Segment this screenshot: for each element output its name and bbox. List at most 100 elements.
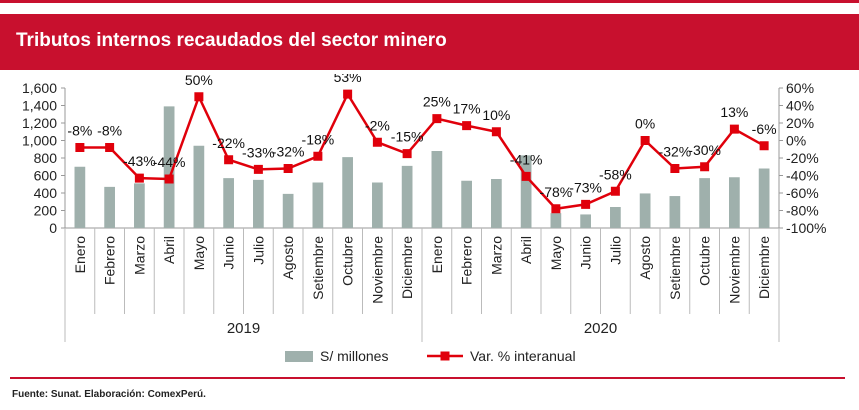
bar-mark [312, 182, 324, 228]
bar-mark [342, 157, 353, 228]
line-point [640, 136, 650, 145]
category-label: Abril [518, 236, 534, 264]
category-label: Febrero [459, 236, 475, 285]
right-axis-tick-label: -60% [786, 185, 819, 201]
data-label: -58% [599, 166, 632, 182]
line-point [581, 199, 591, 209]
bar-mark [729, 177, 740, 228]
bar-mark [520, 155, 532, 228]
bar-mark [550, 213, 562, 228]
right-axis-tick-label: 0% [786, 133, 806, 149]
category-label: Agosto [280, 236, 296, 280]
category-label: Mayo [548, 236, 564, 270]
data-label: -22% [212, 135, 245, 151]
data-label: -43% [123, 153, 156, 169]
top-rule [0, 0, 859, 3]
line-point [372, 137, 382, 147]
category-label: Setiembre [310, 236, 326, 300]
data-label: 25% [423, 94, 451, 110]
bar-mark [74, 166, 86, 228]
category-label: Abril [161, 236, 177, 264]
category-label: Febrero [102, 236, 118, 285]
data-label: 17% [453, 101, 481, 117]
category-label: Julio [607, 236, 623, 265]
bar-mark [282, 193, 294, 228]
bar-mark [372, 182, 383, 228]
bar-mark [610, 207, 621, 228]
data-label: 10% [482, 107, 510, 123]
data-label: -2% [365, 117, 390, 133]
source-note: Fuente: Sunat. Elaboración: ComexPerú. [12, 389, 206, 400]
bar-mark [461, 180, 472, 228]
category-label: Junio [578, 236, 594, 270]
legend-bar-swatch [285, 351, 313, 362]
bar-mark [699, 178, 710, 228]
legend-line-marker [440, 351, 450, 361]
category-label: Junio [221, 236, 237, 270]
data-label: 50% [185, 74, 213, 88]
bar-mark [639, 193, 651, 228]
data-label: -30% [688, 142, 721, 158]
data-label: -32% [659, 144, 692, 160]
data-label: -8% [97, 123, 122, 139]
left-axis-tick-label: 800 [34, 150, 58, 166]
line-point [610, 186, 620, 196]
chart-title: Tributos internos recaudados del sector … [16, 30, 447, 51]
category-label: Marzo [488, 236, 504, 275]
left-axis-tick-label: 400 [34, 185, 58, 201]
left-axis-tick-label: 600 [34, 168, 58, 184]
bottom-rule [10, 377, 845, 379]
category-label: Enero [72, 236, 88, 274]
legend-line-label: Var. % interanual [470, 348, 576, 364]
line-point [194, 92, 204, 102]
category-label: Julio [250, 236, 266, 265]
data-label: -33% [242, 144, 275, 160]
data-label: -15% [391, 129, 424, 145]
line-point [283, 164, 293, 173]
line-point [343, 89, 353, 99]
line-point [134, 173, 144, 183]
year-group-label: 2020 [584, 320, 617, 337]
line-point [253, 164, 263, 174]
line-point [700, 162, 710, 172]
line-series [79, 91, 765, 211]
bar-mark [401, 165, 413, 228]
right-axis-tick-label: 40% [786, 98, 814, 114]
data-label: -18% [302, 131, 335, 147]
line-point [164, 174, 174, 184]
line-point [75, 143, 85, 152]
category-label: Agosto [637, 236, 653, 280]
bar-mark [163, 106, 175, 228]
bar-mark [134, 183, 145, 228]
data-label: -44% [153, 154, 186, 170]
bar-mark [669, 196, 681, 228]
category-label: Diciembre [399, 236, 415, 299]
line-point [402, 149, 412, 159]
bar-mark [104, 186, 115, 228]
line-point [462, 121, 472, 131]
left-axis-tick-label: 200 [34, 203, 58, 219]
left-axis-tick-label: 0 [49, 220, 57, 236]
bar-mark [431, 151, 443, 228]
left-axis-tick-label: 1,400 [22, 98, 57, 114]
left-axis-tick-label: 1,600 [22, 80, 57, 96]
year-group-label: 2019 [227, 320, 260, 337]
bar-mark [223, 178, 234, 228]
line-point [521, 171, 531, 181]
data-label: -32% [272, 144, 305, 160]
data-label: -78% [540, 184, 573, 200]
bar-mark [193, 145, 205, 228]
category-label: Noviembre [369, 236, 385, 304]
line-point [670, 164, 680, 173]
line-point [491, 127, 501, 137]
category-label: Marzo [131, 236, 147, 275]
category-label: Enero [429, 236, 445, 274]
line-point [729, 124, 739, 134]
bar-mark [758, 168, 770, 228]
right-axis-tick-label: -80% [786, 203, 819, 219]
line-point [759, 141, 769, 151]
data-label: 0% [635, 116, 655, 132]
data-label: -8% [67, 123, 92, 139]
line-point [105, 143, 115, 152]
left-axis-tick-label: 1,000 [22, 133, 57, 149]
